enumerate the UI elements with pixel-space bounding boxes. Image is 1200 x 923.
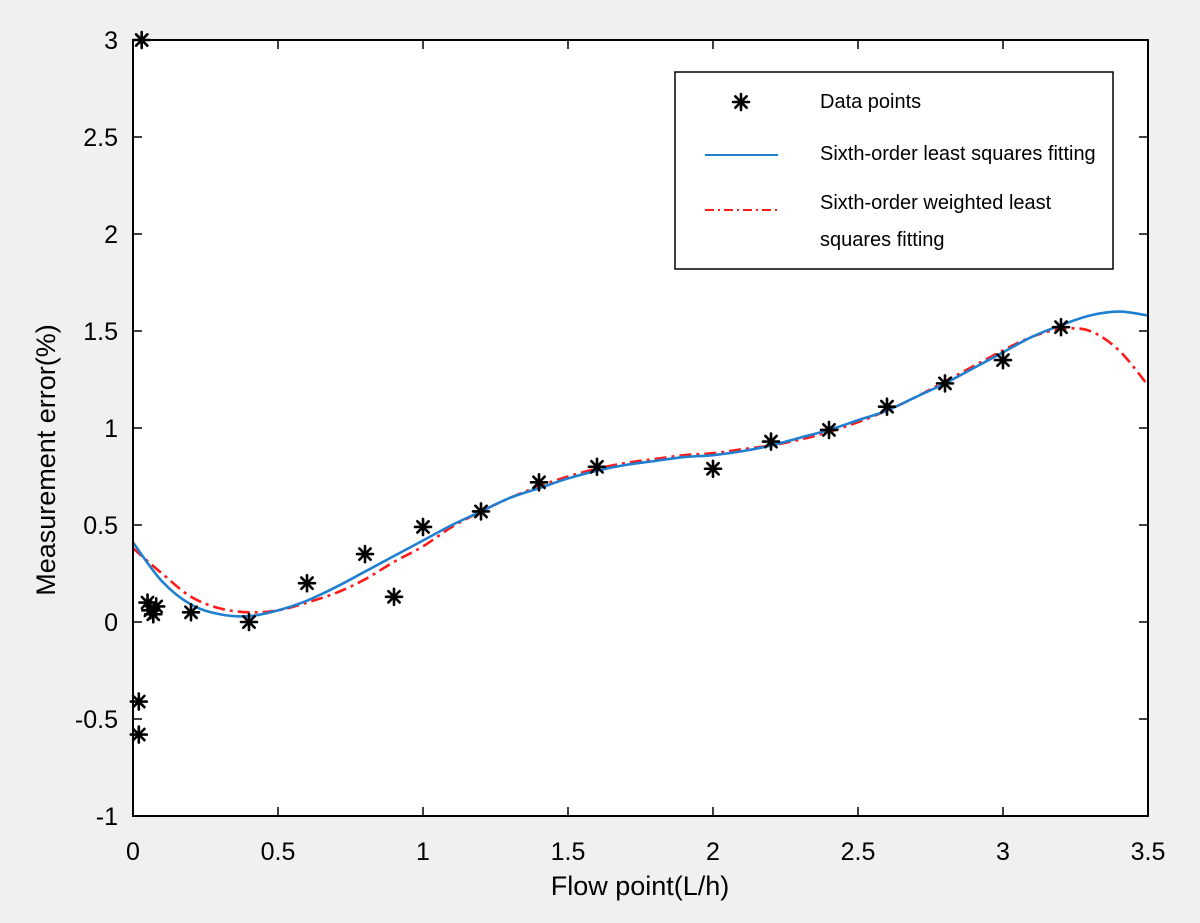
data-point <box>819 420 839 440</box>
data-point <box>471 502 491 521</box>
series-layer <box>133 310 1148 618</box>
data-point <box>587 457 607 477</box>
legend-label-data-points: Data points <box>820 91 921 113</box>
x-tick-label: 2.5 <box>841 838 876 866</box>
y-tick-label: 0.5 <box>83 512 118 540</box>
data-point <box>146 597 166 616</box>
legend-label-wls-fit-line2: squares fitting <box>820 229 945 251</box>
data-point <box>877 397 897 416</box>
data-point <box>529 473 549 492</box>
y-tick-label: 3 <box>104 27 118 55</box>
data-point <box>355 544 375 564</box>
data-point <box>297 573 317 593</box>
data-point <box>384 587 404 607</box>
y-tick-label: 1 <box>104 415 118 443</box>
data-point <box>1051 317 1071 337</box>
legend-asterisk <box>731 92 751 112</box>
legend: Data points Sixth-order least squares fi… <box>674 71 1114 270</box>
legend-label-ls-fit: Sixth-order least squares fitting <box>820 143 1096 165</box>
data-point <box>993 350 1013 370</box>
x-tick-label: 0.5 <box>261 838 296 866</box>
y-tick-label: -0.5 <box>75 706 118 734</box>
data-point <box>413 517 433 537</box>
legend-label-wls-fit-line1: Sixth-order weighted least <box>820 192 1052 214</box>
series-line-wls-fit <box>133 327 1148 614</box>
x-tick-label: 0 <box>126 838 140 866</box>
x-tick-label: 3 <box>996 838 1010 866</box>
x-tick-label: 3.5 <box>1131 838 1166 866</box>
plot-frame <box>132 39 1149 817</box>
x-tick-label: 1.5 <box>551 838 586 866</box>
y-tick-label: 2.5 <box>83 124 118 152</box>
data-points-layer <box>129 30 1071 744</box>
x-axis-label: Flow point(L/h) <box>551 871 730 901</box>
y-tick-label: 1.5 <box>83 318 118 346</box>
x-tick-label: 1 <box>416 838 430 866</box>
legend-marker-data-points <box>731 92 751 112</box>
data-point <box>935 374 955 393</box>
data-point <box>761 432 781 451</box>
data-point <box>181 602 201 622</box>
y-axis-label: Measurement error(%) <box>31 324 61 596</box>
x-tick-label: 2 <box>706 838 720 866</box>
data-point <box>703 459 723 479</box>
ticks-layer: 0 0.5 1 1.5 2 2.5 3 3.5 -1 -0.5 0 0.5 1 1.5 2 2.5 3 <box>75 27 1165 866</box>
y-tick-label: 2 <box>104 221 118 249</box>
data-point <box>239 612 259 632</box>
legend-box <box>674 71 1114 270</box>
y-tick-label: 0 <box>104 609 118 637</box>
series-line-ls-fit <box>133 310 1148 618</box>
y-tick-label: -1 <box>96 803 118 831</box>
